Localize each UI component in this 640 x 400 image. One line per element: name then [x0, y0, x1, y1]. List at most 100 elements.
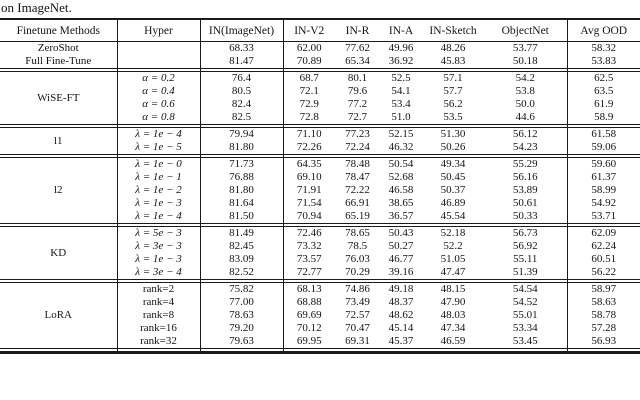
value-cell: 51.0 — [391, 111, 411, 123]
hyper-cell: α = 0.4 — [117, 85, 201, 98]
value-cell: 72.7 — [347, 111, 368, 123]
value-cell: 64.35 — [296, 158, 322, 170]
table-row: l2 λ = 1e − 0 71.73 64.35 78.48 50.54 49.34 55.… — [0, 157, 640, 224]
value-cell: 56.73 — [484, 226, 568, 240]
value-cell: 73.49 — [345, 296, 370, 308]
value-cell: 56.16 — [484, 171, 568, 184]
table-caption-fragment: on ImageNet. — [1, 0, 72, 15]
hyper-cell: α = 0.2 — [117, 71, 201, 85]
col-header-in-a: IN-A — [380, 18, 422, 42]
value-cell: 76.88 — [200, 171, 284, 184]
value-cell: 70.94 — [296, 210, 322, 222]
value-cell: 71.10 — [296, 128, 322, 140]
value-cell: 70.89 — [296, 55, 322, 67]
hyper-cell: rank=8 — [117, 309, 201, 322]
value-cell: 69.69 — [296, 309, 322, 321]
results-table: Finetune Methods Hyper IN(ImageNet) IN-V… — [0, 18, 640, 354]
value-cell: 63.5 — [594, 85, 614, 97]
value-cell: 75.82 — [200, 282, 284, 296]
value-cell: 77.62 — [345, 42, 370, 54]
separator-cell — [283, 154, 335, 158]
value-cell: 62.09 — [591, 227, 617, 239]
block-separator — [0, 124, 640, 128]
table-row: λ = 3e − 4 82.52 72.77 70.29 39.16 47.47 51.39… — [0, 266, 640, 280]
col-header-in-imagenet: IN(ImageNet) — [200, 18, 284, 42]
value-cell: 62.24 — [591, 240, 617, 252]
value-cell: 78.5 — [347, 240, 368, 252]
value-cell: 52.68 — [388, 171, 414, 183]
value-cell: 58.99 — [591, 184, 617, 196]
col-header-in-r: IN-R — [335, 18, 380, 42]
col-header-in-sketch: IN-Sketch — [422, 18, 484, 42]
value-cell: 50.43 — [388, 227, 414, 239]
value-cell: 77.00 — [200, 296, 284, 309]
value-cell: 81.80 — [200, 141, 284, 155]
value-cell: 36.57 — [388, 210, 414, 222]
hyper-cell: rank=4 — [117, 296, 201, 309]
value-cell: 46.89 — [440, 197, 466, 209]
value-cell: 58.32 — [591, 42, 617, 54]
hyper-cell: rank=2 — [117, 282, 201, 296]
value-cell: 46.58 — [388, 184, 414, 196]
value-cell: 65.34 — [345, 55, 370, 67]
separator-cell — [422, 154, 484, 158]
bottom-rule-cell — [422, 348, 484, 354]
hyper-cell: λ = 1e − 3 — [117, 253, 201, 266]
separator-cell — [422, 68, 484, 72]
table-row: λ = 1e − 1 76.88 69.10 78.47 52.68 50.45 56.16… — [0, 171, 640, 184]
value-cell: 53.4 — [391, 98, 411, 110]
bottom-rule-cell — [484, 348, 568, 354]
separator-cell — [380, 68, 422, 72]
value-cell: 77.23 — [345, 128, 370, 140]
value-cell: 48.62 — [388, 309, 414, 321]
col-header-objectnet: ObjectNet — [484, 18, 568, 42]
value-cell: 72.1 — [299, 85, 319, 97]
value-cell: 45.14 — [388, 322, 414, 334]
separator-cell — [484, 279, 568, 283]
value-cell: 50.27 — [388, 240, 414, 252]
separator-cell — [200, 279, 284, 283]
value-cell: 78.65 — [345, 227, 370, 239]
table-row: rank=16 79.20 70.12 70.47 45.14 47.34 53.34 57.… — [0, 322, 640, 335]
value-cell: 53.8 — [484, 85, 568, 98]
value-cell: 61.37 — [591, 171, 617, 183]
value-cell: 69.95 — [296, 335, 322, 347]
value-cell: 71.73 — [200, 157, 284, 171]
table-row: LoRA rank=2 75.82 68.13 74.86 49.18 48.15 54.54… — [0, 282, 640, 349]
value-cell: 52.18 — [440, 227, 466, 239]
value-cell: 70.12 — [296, 322, 322, 334]
separator-cell — [567, 68, 640, 72]
value-cell: 54.52 — [484, 296, 568, 309]
value-cell: 70.29 — [345, 266, 370, 278]
value-cell: 68.7 — [299, 72, 319, 84]
value-cell: 50.0 — [484, 98, 568, 111]
value-cell: 58.78 — [591, 309, 617, 321]
value-cell: 82.4 — [200, 98, 284, 111]
value-cell: 76.03 — [345, 253, 370, 265]
separator-cell — [200, 223, 284, 227]
bottom-rule — [0, 348, 640, 354]
separator-cell — [200, 154, 284, 158]
value-cell: 72.24 — [345, 141, 370, 153]
separator-cell — [283, 279, 335, 283]
separator-cell — [117, 154, 201, 158]
value-cell: 68.13 — [296, 283, 322, 295]
value-cell: 58.9 — [594, 111, 614, 123]
value-cell: 48.03 — [440, 309, 466, 321]
table-header: Finetune Methods Hyper IN(ImageNet) IN-V… — [0, 18, 640, 42]
value-cell: 71.91 — [296, 184, 322, 196]
hyper-cell: λ = 1e − 3 — [117, 197, 201, 210]
value-cell: 62.5 — [594, 72, 614, 84]
value-cell: 53.34 — [484, 322, 568, 335]
value-cell: 54.1 — [391, 85, 411, 97]
block-separator — [0, 68, 640, 72]
separator-cell — [484, 68, 568, 72]
separator-cell — [117, 223, 201, 227]
value-cell: 47.34 — [440, 322, 466, 334]
value-cell: 79.20 — [200, 322, 284, 335]
table-row: α = 0.6 82.4 72.9 77.2 53.4 56.2 50.0 61.9 — [0, 98, 640, 111]
value-cell: 45.83 — [440, 55, 466, 67]
value-cell: 52.15 — [388, 128, 414, 140]
table-row: λ = 1e − 3 83.09 73.57 76.03 46.77 51.05 55.11… — [0, 253, 640, 266]
value-cell: 73.57 — [296, 253, 322, 265]
